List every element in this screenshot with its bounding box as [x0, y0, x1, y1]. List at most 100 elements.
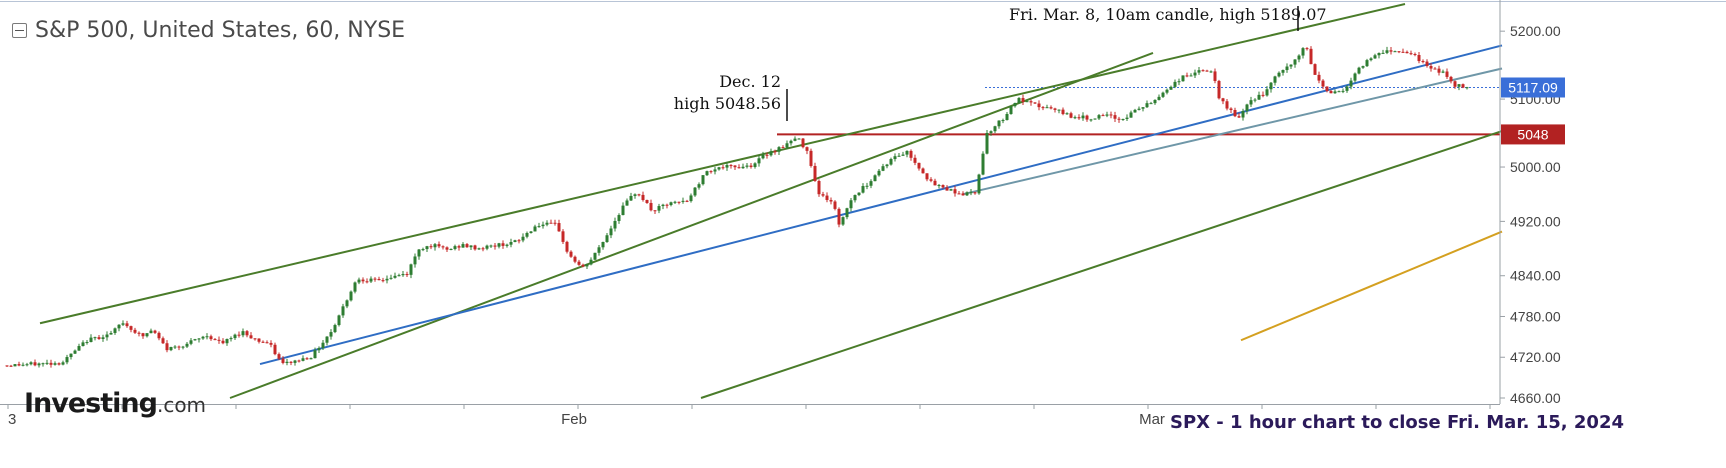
candle-up — [605, 235, 609, 242]
candle-up — [673, 201, 677, 203]
candle-up — [997, 120, 1001, 127]
candle-up — [1045, 107, 1049, 109]
candle-down — [277, 354, 281, 359]
candle-up — [485, 245, 489, 249]
candle-up — [1357, 67, 1361, 74]
candle-up — [497, 243, 501, 247]
candle-up — [905, 150, 909, 155]
candle-up — [585, 264, 589, 267]
candle-down — [209, 336, 213, 340]
candle-down — [1261, 94, 1265, 96]
candle-up — [509, 242, 513, 245]
candlestick-series — [5, 46, 1469, 368]
candle-up — [633, 194, 637, 196]
candle-down — [97, 337, 101, 339]
candle-up — [1249, 100, 1253, 105]
candle-up — [1017, 98, 1021, 103]
candle-up — [1377, 53, 1381, 56]
candle-down — [1217, 80, 1221, 99]
candle-down — [1437, 68, 1441, 73]
annotation-mar8: Fri. Mar. 8, 10am candle, high 5189.07 — [1009, 5, 1327, 24]
candle-down — [577, 261, 581, 265]
candle-down — [565, 241, 569, 252]
candle-down — [161, 338, 165, 344]
candle-up — [1297, 55, 1301, 60]
candle-up — [417, 249, 421, 257]
candle-up — [65, 357, 69, 363]
candle-up — [869, 181, 873, 186]
candle-down — [125, 323, 129, 327]
candle-down — [517, 240, 521, 242]
candle-down — [1201, 70, 1205, 72]
candle-up — [309, 358, 313, 360]
candle-down — [1101, 115, 1105, 117]
candle-up — [433, 244, 437, 248]
candle-down — [1109, 114, 1113, 116]
candle-up — [965, 192, 969, 196]
candle-up — [349, 291, 353, 301]
candle-up — [1353, 73, 1357, 81]
candle-down — [373, 278, 377, 280]
candle-up — [401, 274, 405, 276]
candle-down — [261, 341, 265, 343]
level-badge-bg — [1501, 124, 1565, 145]
candle-up — [877, 170, 881, 176]
candle-up — [317, 348, 321, 351]
candle-up — [421, 249, 425, 251]
x-tick-label: Feb — [561, 411, 587, 428]
candle-up — [1093, 118, 1097, 120]
candle-down — [9, 365, 13, 367]
candle-up — [529, 231, 533, 233]
candle-up — [777, 147, 781, 152]
candle-up — [865, 185, 869, 187]
candle-down — [913, 157, 917, 163]
candle-up — [73, 350, 77, 354]
candle-down — [457, 246, 461, 248]
candle-down — [1397, 51, 1401, 53]
candle-down — [133, 329, 137, 333]
candle-up — [101, 337, 105, 339]
candle-down — [749, 165, 753, 167]
candle-up — [425, 246, 429, 250]
candle-up — [1173, 81, 1177, 87]
candle-up — [409, 264, 413, 275]
x-tick-label: 3 — [8, 411, 16, 428]
candle-up — [1385, 50, 1389, 53]
candle-up — [1073, 117, 1077, 119]
candle-up — [449, 248, 453, 250]
candle-up — [1393, 51, 1397, 53]
candle-up — [185, 343, 189, 347]
candle-up — [1365, 60, 1369, 67]
candle-up — [1097, 115, 1101, 119]
candle-down — [1229, 108, 1233, 110]
candle-up — [413, 256, 417, 265]
candle-up — [989, 131, 993, 133]
candle-up — [1081, 115, 1085, 119]
candle-down — [245, 331, 249, 336]
trendline-upper-channel — [39, 3, 1406, 325]
candle-up — [1165, 89, 1169, 93]
candle-down — [557, 223, 561, 232]
candle-down — [825, 195, 829, 200]
candle-up — [37, 363, 41, 366]
candle-down — [377, 278, 381, 281]
collapse-icon[interactable] — [12, 23, 27, 38]
candle-up — [693, 187, 697, 196]
candle-down — [501, 243, 505, 246]
candle-up — [21, 364, 25, 366]
candle-up — [1241, 111, 1245, 118]
candle-up — [853, 195, 857, 201]
candle-down — [737, 167, 741, 169]
candle-up — [1141, 107, 1145, 109]
candle-down — [953, 189, 957, 194]
candle-down — [1221, 98, 1225, 102]
candle-up — [461, 244, 465, 248]
candle-up — [617, 215, 621, 221]
candle-up — [201, 336, 205, 339]
candle-up — [761, 154, 765, 159]
candle-up — [1121, 118, 1125, 120]
candle-down — [1033, 102, 1037, 104]
candle-down — [649, 202, 653, 211]
candle-up — [205, 336, 209, 338]
